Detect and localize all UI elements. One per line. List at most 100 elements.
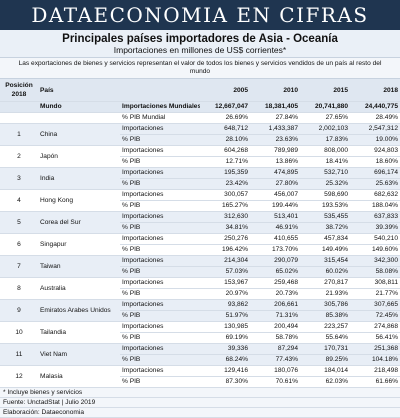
country-cell: Hong Kong bbox=[38, 189, 120, 212]
value-cell: 18.60% bbox=[350, 156, 400, 168]
value-cell: 300,057 bbox=[200, 189, 250, 201]
value-cell: 21.93% bbox=[300, 288, 350, 300]
banner-title: DATAECONOMIA EN CIFRAS bbox=[0, 0, 400, 30]
table-row: % PIB 20.97% 20.73% 21.93% 21.77% bbox=[0, 288, 400, 300]
world-value: 20,741,880 bbox=[300, 101, 350, 113]
table-title: Principales países importadores de Asia … bbox=[62, 33, 338, 45]
value-cell: 513,401 bbox=[250, 211, 300, 223]
metric-cell: % PIB bbox=[120, 156, 200, 168]
value-cell: 25.63% bbox=[350, 178, 400, 190]
table-row: 3 India Importaciones 195,359 474,895 532,710… bbox=[0, 167, 400, 190]
value-cell: 39,336 bbox=[200, 343, 250, 355]
imports-table: Posición 2018 País 2005 2010 2015 2018 M… bbox=[0, 79, 400, 388]
value-cell: 72.45% bbox=[350, 310, 400, 322]
value-cell: 87.30% bbox=[200, 376, 250, 388]
value-cell: 62.03% bbox=[300, 376, 350, 388]
value-cell: 274,868 bbox=[350, 321, 400, 333]
value-cell: 540,210 bbox=[350, 233, 400, 245]
value-cell: 87,294 bbox=[250, 343, 300, 355]
value-cell: 457,834 bbox=[300, 233, 350, 245]
table-row: % PIB 87.30% 70.61% 62.03% 61.66% bbox=[0, 376, 400, 388]
metric-cell: % PIB bbox=[120, 244, 200, 256]
table-row: % PIB 51.97% 71.31% 85.38% 72.45% bbox=[0, 310, 400, 322]
value-cell: 206,661 bbox=[250, 299, 300, 311]
position-cell: 11 bbox=[0, 343, 38, 366]
value-cell: 61.66% bbox=[350, 376, 400, 388]
table-row: 11 Viet Nam Importaciones 39,336 87,294 170,7… bbox=[0, 343, 400, 366]
table-row: 9 Emiratos Arabes Unidos Importaciones 93,8… bbox=[0, 299, 400, 322]
value-cell: 456,007 bbox=[250, 189, 300, 201]
country-cell: China bbox=[38, 123, 120, 146]
value-cell: 2,547,312 bbox=[350, 123, 400, 135]
world-value: 28.49% bbox=[350, 112, 400, 124]
table-body: Mundo Importaciones Mundiales 12,667,047… bbox=[0, 101, 400, 388]
value-cell: 85.38% bbox=[300, 310, 350, 322]
value-cell: 696,174 bbox=[350, 167, 400, 179]
position-cell: 9 bbox=[0, 299, 38, 322]
world-value: 24,440,775 bbox=[350, 101, 400, 113]
header-year-2015: 2015 bbox=[300, 79, 350, 102]
metric-cell: Importaciones bbox=[120, 299, 200, 311]
country-cell: Emiratos Arabes Unidos bbox=[38, 299, 120, 322]
value-cell: 188.04% bbox=[350, 200, 400, 212]
value-cell: 23.63% bbox=[250, 134, 300, 146]
metric-cell: Importaciones bbox=[120, 167, 200, 179]
value-cell: 18.41% bbox=[300, 156, 350, 168]
value-cell: 170,731 bbox=[300, 343, 350, 355]
header-country: País bbox=[38, 79, 120, 102]
value-cell: 184,014 bbox=[300, 365, 350, 377]
metric-cell: Importaciones bbox=[120, 277, 200, 289]
value-cell: 58.08% bbox=[350, 266, 400, 278]
value-cell: 19.00% bbox=[350, 134, 400, 146]
table-row: 6 Singapur Importaciones 250,276 410,655 457,… bbox=[0, 233, 400, 256]
country-cell: Japón bbox=[38, 145, 120, 168]
value-cell: 27.80% bbox=[250, 178, 300, 190]
metric-cell: Importaciones bbox=[120, 233, 200, 245]
value-cell: 214,304 bbox=[200, 255, 250, 267]
value-cell: 12.71% bbox=[200, 156, 250, 168]
metric-cell: % PIB bbox=[120, 134, 200, 146]
value-cell: 165.27% bbox=[200, 200, 250, 212]
metric-cell: % PIB bbox=[120, 200, 200, 212]
metric-cell: Importaciones bbox=[120, 145, 200, 157]
value-cell: 34.81% bbox=[200, 222, 250, 234]
value-cell: 51.97% bbox=[200, 310, 250, 322]
world-value: 12,667,047 bbox=[200, 101, 250, 113]
footer-credit: Elaboración: Dataeconomia bbox=[0, 408, 400, 418]
table-row: 8 Australia Importaciones 153,967 259,468 270… bbox=[0, 277, 400, 300]
value-cell: 180,076 bbox=[250, 365, 300, 377]
country-cell: Tailandia bbox=[38, 321, 120, 344]
value-cell: 410,655 bbox=[250, 233, 300, 245]
country-cell: Viet Nam bbox=[38, 343, 120, 366]
value-cell: 342,300 bbox=[350, 255, 400, 267]
value-cell: 808,000 bbox=[300, 145, 350, 157]
world-value: 27.84% bbox=[250, 112, 300, 124]
value-cell: 535,455 bbox=[300, 211, 350, 223]
table-row: 10 Tailandia Importaciones 130,985 200,494 22… bbox=[0, 321, 400, 344]
value-cell: 17.83% bbox=[300, 134, 350, 146]
metric-cell: % PIB bbox=[120, 332, 200, 344]
value-cell: 259,468 bbox=[250, 277, 300, 289]
value-cell: 251,368 bbox=[350, 343, 400, 355]
metric-cell: % PIB bbox=[120, 376, 200, 388]
world-position bbox=[0, 101, 38, 113]
metric-cell: % PIB bbox=[120, 178, 200, 190]
position-cell: 1 bbox=[0, 123, 38, 146]
table-row: % PIB 68.24% 77.43% 89.25% 104.18% bbox=[0, 354, 400, 366]
table-row: % PIB 23.42% 27.80% 25.32% 25.63% bbox=[0, 178, 400, 190]
value-cell: 130,985 bbox=[200, 321, 250, 333]
value-cell: 648,712 bbox=[200, 123, 250, 135]
table-row: 4 Hong Kong Importaciones 300,057 456,007 598… bbox=[0, 189, 400, 212]
table-row: % PIB 69.19% 58.78% 55.64% 56.41% bbox=[0, 332, 400, 344]
table-row: % PIB 196.42% 173.70% 149.49% 149.60% bbox=[0, 244, 400, 256]
header-year-2005: 2005 bbox=[200, 79, 250, 102]
metric-cell: Importaciones bbox=[120, 123, 200, 135]
value-cell: 39.39% bbox=[350, 222, 400, 234]
footer-note: * Incluye bienes y servicios bbox=[0, 388, 400, 398]
value-cell: 68.24% bbox=[200, 354, 250, 366]
world-label: Mundo bbox=[38, 101, 120, 113]
value-cell: 532,710 bbox=[300, 167, 350, 179]
value-cell: 20.73% bbox=[250, 288, 300, 300]
position-cell: 8 bbox=[0, 277, 38, 300]
